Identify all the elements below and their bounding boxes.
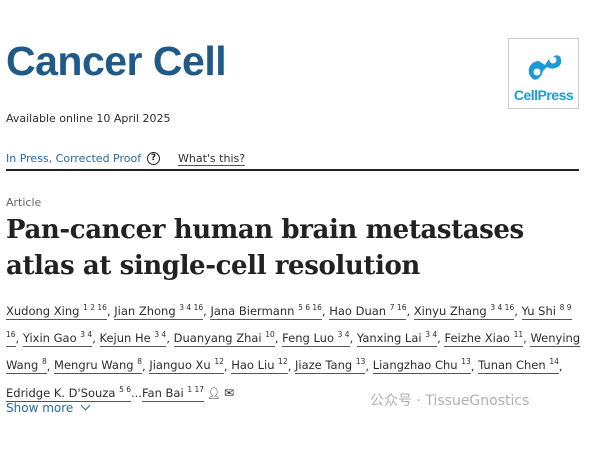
author-name: Yixin Gao	[22, 331, 77, 346]
author-affiliation: 14	[549, 357, 559, 367]
author-affiliation: 12	[278, 357, 288, 367]
author-link[interactable]: Liangzhao Chu 13	[372, 357, 471, 375]
author-name: Tunan Chen	[478, 358, 546, 373]
author-affiliation: 8	[137, 357, 142, 367]
author-link[interactable]: Xinyu Zhang 3 4 16	[413, 303, 515, 320]
author-link[interactable]: Duanyang Zhai 10	[173, 330, 275, 348]
author-affiliation: 5 6 16	[298, 303, 322, 312]
author-link[interactable]: Tunan Chen 14	[478, 357, 559, 375]
author-name: Kejun He	[99, 331, 151, 346]
author-affiliation: 8	[41, 357, 47, 367]
cellpress-logo[interactable]: CellPress	[508, 38, 579, 109]
author-affiliation: 3 4 16	[179, 303, 204, 312]
author-name: Feizhe Xiao	[444, 331, 510, 346]
author-link[interactable]: Fan Bai 1 17	[141, 384, 205, 402]
journal-title[interactable]: Cancer Cell	[6, 38, 227, 84]
author-link[interactable]: Feizhe Xiao 11	[444, 330, 524, 348]
author-name: Hao Liu	[231, 358, 275, 373]
show-more-button[interactable]: Show more	[6, 400, 91, 415]
author-name: Wenying Wang	[6, 331, 581, 373]
author-name: Xinyu Zhang	[413, 303, 487, 318]
author-link[interactable]: Wenying Wang 8	[6, 331, 581, 375]
author-name: Hao Duan	[329, 303, 387, 318]
article-title: Pan-cancer human brain metastases atlas …	[6, 215, 524, 281]
author-affiliation: 7 16	[389, 303, 407, 312]
envelope-icon[interactable]: ✉	[223, 385, 235, 400]
author-link[interactable]: Hao Liu 12	[231, 357, 288, 375]
watermark: 公众号 · TissueGnostics	[370, 393, 530, 409]
chevron-down-icon	[80, 400, 91, 411]
author-affiliation: 3 4	[80, 330, 93, 340]
author-name: Yanxing Lai	[356, 331, 422, 346]
divider	[6, 169, 579, 171]
author-name: Fan Bai	[141, 385, 184, 400]
author-link[interactable]: Edridge K. D'Souza 5 6	[6, 384, 131, 402]
author-affiliation: 3 4	[425, 330, 438, 340]
cellpress-logo-icon	[528, 55, 562, 80]
author-name: Edridge K. D'Souza	[6, 385, 116, 400]
author-affiliation: 11	[513, 330, 524, 340]
author-link[interactable]: Mengru Wang 8	[54, 357, 142, 375]
author-list: Xudong Xing 1 2 16, Jian Zhong 3 4 16, J…	[6, 303, 581, 402]
author-link[interactable]: Feng Luo 3 4	[282, 330, 350, 348]
author-link[interactable]: Yu Shi 8 9 16	[6, 303, 572, 348]
author-affiliation: 8 9 16	[6, 303, 572, 340]
author-ellipsis: ...	[131, 385, 142, 400]
author-affiliation: 3 4 16	[490, 303, 515, 312]
author-name: Jana Biermann	[210, 303, 295, 318]
author-affiliation: 13	[461, 357, 471, 367]
article-status: In Press, Corrected Proof	[6, 152, 142, 165]
available-online-date: Available online 10 April 2025	[6, 112, 171, 125]
author-name: Feng Luo	[282, 331, 334, 346]
author-link[interactable]: Kejun He 3 4	[99, 330, 167, 348]
author-affiliation: 3 4	[154, 330, 167, 340]
author-affiliation: 1 17	[187, 384, 205, 394]
author-name: Duanyang Zhai	[173, 331, 262, 346]
author-name: Jianguo Xu	[149, 358, 211, 373]
cellpress-logo-text: CellPress	[513, 87, 574, 103]
author-affiliation: 10	[265, 330, 275, 340]
show-more-label: Show more	[6, 401, 74, 415]
author-affiliation: 3 4	[337, 330, 350, 340]
author-link[interactable]: Hao Duan 7 16	[329, 303, 407, 320]
author-link[interactable]: Jian Zhong 3 4 16	[114, 303, 204, 320]
author-link[interactable]: Yixin Gao 3 4	[22, 330, 93, 348]
author-name: Mengru Wang	[54, 358, 134, 373]
author-affiliation: 5 6	[119, 384, 131, 394]
author-name: Xudong Xing	[6, 303, 80, 318]
author-name: Jiaze Tang	[295, 358, 353, 373]
author-link[interactable]: Jianguo Xu 12	[149, 357, 224, 375]
author-link[interactable]: Jana Biermann 5 6 16	[210, 303, 322, 320]
person-icon[interactable]: 👤︎	[207, 386, 221, 400]
author-link[interactable]: Xudong Xing 1 2 16	[6, 303, 107, 320]
author-name: Yu Shi	[521, 303, 556, 318]
author-affiliation: 1 2 16	[83, 303, 107, 312]
author-affiliation: 12	[214, 357, 224, 367]
whats-this-link[interactable]: What's this?	[178, 152, 246, 166]
author-name: Jian Zhong	[114, 303, 176, 318]
article-type: Article	[6, 196, 42, 209]
author-affiliation: 13	[355, 357, 366, 367]
author-name: Liangzhao Chu	[372, 358, 458, 373]
author-link[interactable]: Yanxing Lai 3 4	[356, 330, 438, 348]
author-link[interactable]: Jiaze Tang 13	[295, 357, 366, 375]
question-circle-icon[interactable]: ?	[147, 152, 160, 165]
